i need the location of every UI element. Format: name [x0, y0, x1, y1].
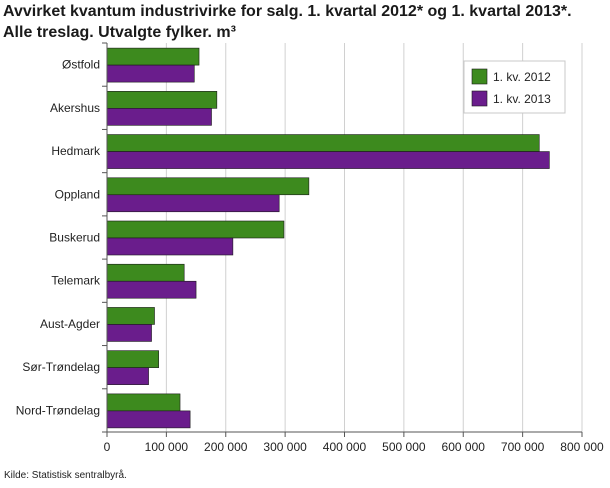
- category-label: Aust-Agder: [40, 317, 100, 331]
- x-tick-label: 100 000: [145, 440, 189, 454]
- bar-2013: [106, 237, 234, 256]
- axes: [102, 42, 583, 437]
- x-tick-label: 0: [104, 440, 111, 454]
- bar-2012: [106, 350, 159, 368]
- x-tick-label: 700 000: [501, 440, 545, 454]
- bar-2012: [106, 47, 200, 66]
- source-note: Kilde: Statistisk sentralbyrå.: [4, 470, 127, 481]
- bar-2013: [106, 410, 191, 429]
- tick-labels: 0 100 000 200 000 300 000 400 000 500 000 600 …: [104, 440, 604, 454]
- bar-2012: [106, 220, 285, 239]
- bar-2012: [106, 263, 185, 282]
- bar-2013: [106, 151, 550, 169]
- category-labels: Østfold Akershus Hedmark Oppland Buskerud Tel…: [16, 58, 101, 418]
- legend-label-2013: 1. kv. 2013: [493, 92, 551, 106]
- x-tick-label: 200 000: [204, 440, 248, 454]
- bar-2012: [106, 91, 218, 109]
- category-label: Nord-Trøndelag: [16, 403, 100, 417]
- bar-2012: [106, 307, 155, 325]
- category-label: Buskerud: [49, 231, 100, 245]
- legend-swatch-2013: [471, 90, 488, 107]
- legend-swatch-2012: [471, 68, 488, 85]
- bar-2013: [106, 324, 152, 342]
- bar-2012: [106, 134, 540, 152]
- x-tick-label: 600 000: [442, 440, 486, 454]
- bar-2013: [106, 108, 212, 126]
- category-label: Akershus: [50, 101, 100, 115]
- category-label: Sør-Trøndelag: [22, 360, 100, 374]
- category-label: Oppland: [55, 187, 100, 201]
- bar-2013: [106, 367, 149, 385]
- x-tick-label: 500 000: [382, 440, 426, 454]
- grid-lines: [165, 43, 583, 432]
- legend: 1. kv. 2012 1. kv. 2013: [463, 60, 566, 114]
- bar-2012: [106, 177, 310, 196]
- category-label: Telemark: [51, 274, 101, 288]
- bar-2013: [106, 194, 280, 213]
- bar-2013: [106, 64, 195, 83]
- x-tick-label: 800 000: [560, 440, 604, 454]
- x-tick-label: 300 000: [263, 440, 307, 454]
- chart-title: Avvirket kvantum industrivirke for salg.…: [3, 1, 607, 43]
- category-label: Østfold: [62, 58, 100, 72]
- category-label: Hedmark: [51, 144, 101, 158]
- bar-2012: [106, 393, 181, 412]
- bars: [106, 47, 550, 429]
- chart-title-line-2: Alle treslag. Utvalgte fylker. m³: [3, 24, 236, 41]
- legend-label-2012: 1. kv. 2012: [493, 70, 551, 84]
- bar-2013: [106, 280, 197, 299]
- x-tick-label: 400 000: [323, 440, 367, 454]
- chart-title-line-1: Avvirket kvantum industrivirke for salg.…: [3, 3, 572, 20]
